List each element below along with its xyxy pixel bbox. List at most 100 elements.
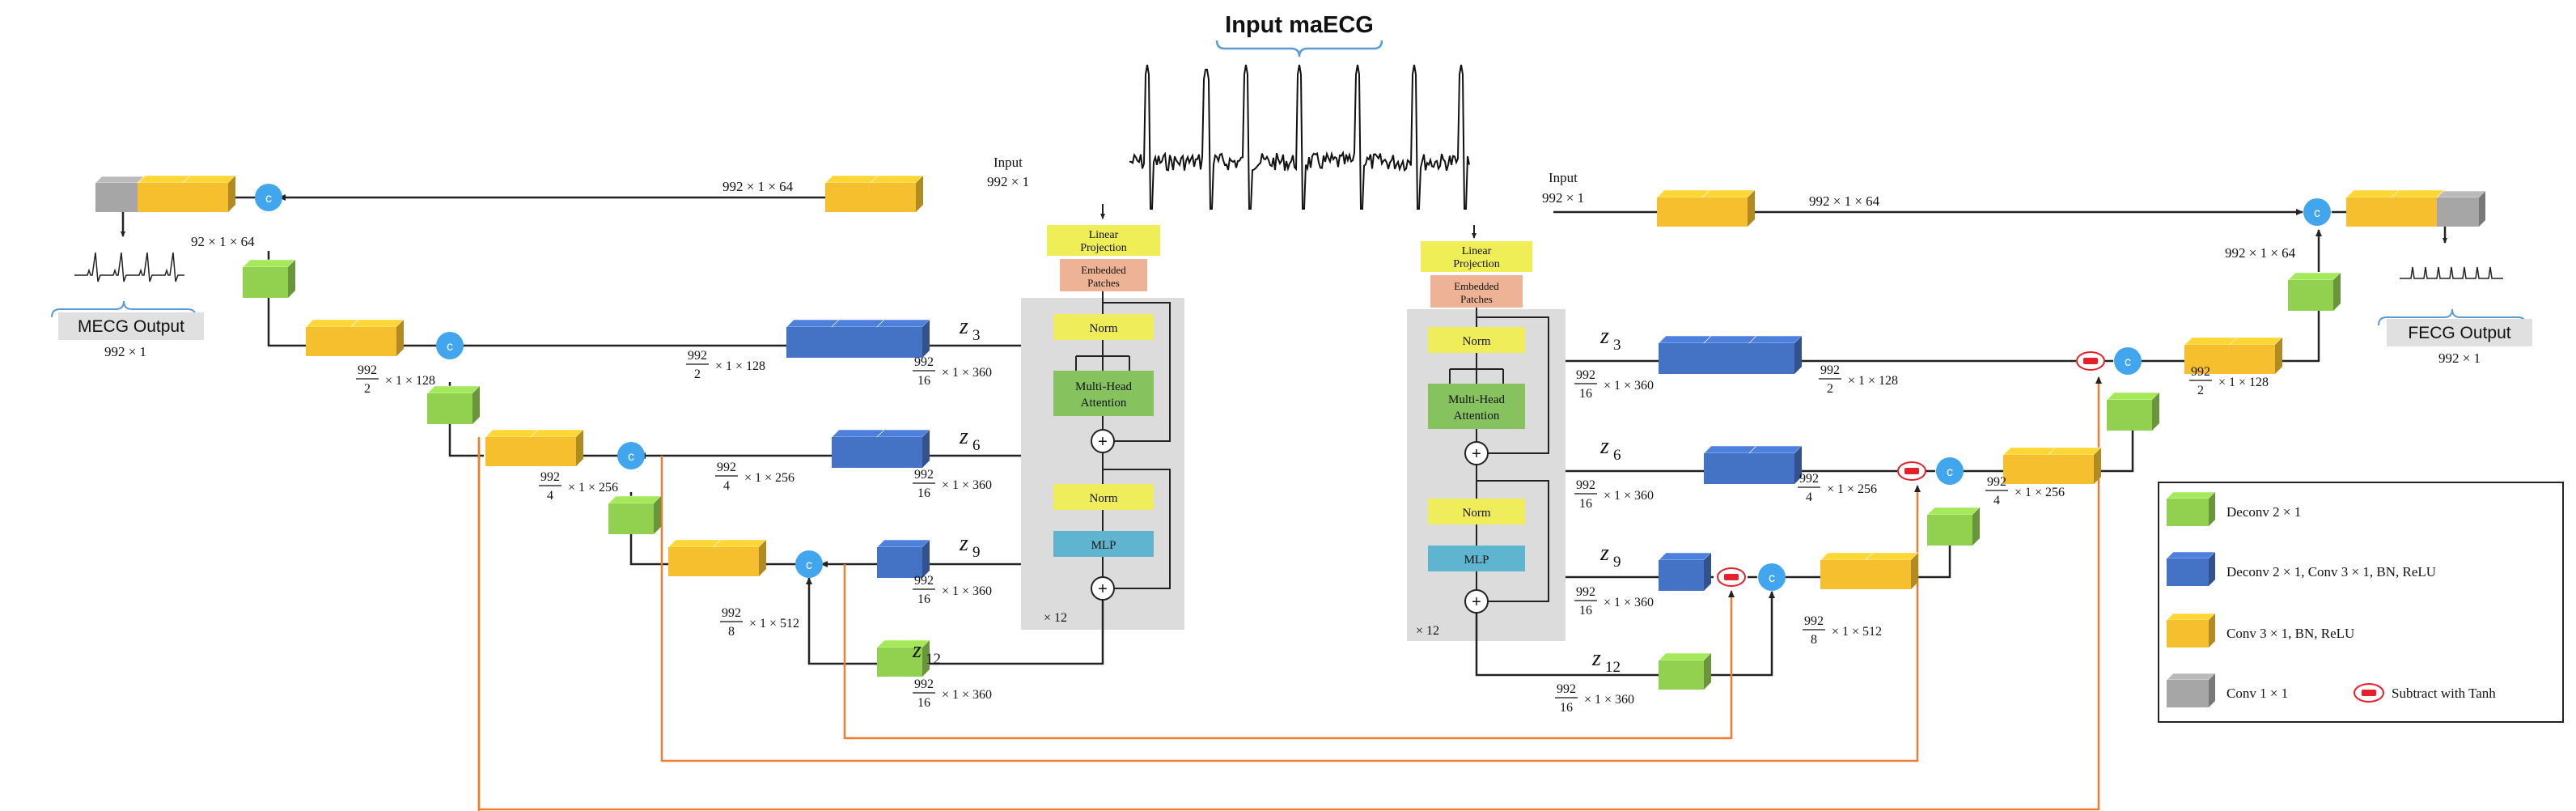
right-frac-z9: 992 16 × 1 × 360: [1574, 585, 1654, 618]
right-conv-l3a: [1820, 552, 1874, 589]
left-z3-c-front: [877, 327, 922, 358]
norm-1: [1428, 327, 1525, 353]
left-frac-256b-den: 4: [547, 489, 553, 503]
right-deconv-2-side: [2152, 393, 2159, 431]
right-in-conv-a-front: [1657, 197, 1702, 227]
attention-label-2: Attention: [1081, 397, 1127, 410]
mlp-label: MLP: [1464, 554, 1489, 567]
right-frac-512-den: 8: [1811, 633, 1817, 647]
left-conv-l3a-top: [667, 539, 722, 548]
left-frac-256-den: 4: [723, 479, 730, 493]
left-in-conv-b-top: [870, 175, 924, 184]
left-conv-l2a-top: [485, 429, 539, 438]
right-conv-l1b: [2229, 337, 2283, 374]
right-frac-256-suffix: × 1 × 256: [1827, 482, 1877, 496]
legend-deconv-conv: Deconv 2 × 1, Conv 3 × 1, BN, ReLU: [2166, 551, 2436, 586]
right-conv-l3b-side: [1911, 553, 1918, 589]
legend-cube-blue-side: [2209, 552, 2215, 586]
left-deconv-1-top: [242, 259, 296, 268]
z12-line: [1475, 591, 1775, 677]
skip-1-route: [477, 376, 2102, 811]
right-z6-a: [1703, 445, 1757, 484]
legend-cube-green-top: [2166, 491, 2216, 499]
right-conv-l3a-front: [1820, 560, 1866, 589]
right-frac-256b-den: 4: [1993, 494, 2000, 507]
right-deconv-3-side: [1972, 507, 1980, 546]
right-frac-z12-suffix: × 1 × 360: [1584, 693, 1634, 707]
right-top-dims: 992 × 1 × 64: [1809, 193, 1880, 209]
left-deconv-1-front: [243, 267, 288, 298]
left-frac-128b-den: 2: [364, 382, 371, 396]
left-z3-b-front: [832, 327, 877, 358]
left-frac-z9-den: 16: [917, 592, 930, 606]
subtract-2: [1897, 461, 1926, 481]
right-z6-b-top: [1748, 445, 1803, 454]
concat-right-4-label: c: [1769, 571, 1775, 585]
right-z12-z: z: [1591, 646, 1601, 671]
legend-subtract: Subtract with Tanh: [2354, 683, 2496, 703]
right-deconv-1-top: [2287, 272, 2341, 281]
concat-right-2: c: [2114, 347, 2142, 375]
left-frac-512: 992 8 × 1 × 512: [720, 606, 799, 639]
norm-2: [1053, 484, 1154, 510]
left-z6-z: z: [959, 424, 968, 449]
right-z3-c-top: [1748, 335, 1803, 344]
right-frac-z12-num: 992: [1557, 682, 1576, 696]
left-z9-a-top: [876, 539, 930, 548]
left-frac-128-num: 992: [688, 349, 707, 363]
left-frac-256b-suffix: × 1 × 256: [568, 481, 618, 495]
left-z3-b: [831, 319, 885, 358]
embedded-patches: [1060, 259, 1147, 291]
right-out-conv1: [2436, 190, 2486, 227]
right-z6-b-front: [1749, 453, 1794, 484]
ecg-waveform: [1129, 64, 1470, 210]
transformer-left: Linear Projection Embedded Patches Norm …: [1021, 204, 1184, 630]
title-group: Input maECG: [1215, 12, 1383, 57]
left-conv-l1a-top: [305, 319, 359, 328]
add-1-sign: +: [1472, 445, 1481, 463]
right-frac-z12: 992 16 × 1 × 360: [1555, 682, 1634, 715]
legend-cube-yellow-top: [2166, 613, 2216, 621]
left-conv-l1a: [305, 319, 359, 356]
right-frac-512: 992 8 × 1 × 512: [1803, 614, 1882, 647]
left-z3-sub: 3: [972, 327, 981, 344]
skip-2-route: [660, 456, 1921, 762]
left-conv-l3b: [713, 539, 767, 576]
concat-right-4: c: [1758, 563, 1786, 591]
left-conv-l3b-top: [713, 539, 767, 548]
left-frac-128b-suffix: × 1 × 128: [385, 374, 435, 388]
left-frac-z12-suffix: × 1 × 360: [942, 688, 992, 702]
left-frac-256-num: 992: [717, 461, 736, 474]
left-in-conv-b: [870, 175, 924, 212]
concat-left-3-label: c: [628, 450, 634, 464]
left-frac-256-suffix: × 1 × 256: [744, 471, 794, 485]
right-frac-z6: 992 16 × 1 × 360: [1574, 478, 1654, 511]
concat-right-1-label: c: [2314, 206, 2320, 220]
left-z9-sub: 9: [972, 544, 981, 561]
right-z6-b: [1748, 445, 1803, 484]
right-z6-a-front: [1704, 453, 1749, 484]
linear-projection-label-1: Linear: [1089, 229, 1119, 241]
concat-left-2-label: c: [447, 340, 453, 354]
left-frac-128: 992 2 × 1 × 128: [686, 349, 765, 381]
right-out-conv-a-front: [2346, 197, 2392, 227]
left-frac-z6-suffix: × 1 × 360: [942, 478, 992, 492]
z12-line: [806, 577, 1104, 665]
right-z3-a: [1658, 335, 1712, 374]
left-frac-128b: 992 2 × 1 × 128: [356, 363, 435, 396]
right-z3-b-front: [1704, 343, 1749, 374]
right-in-conv-a-top: [1656, 189, 1710, 198]
left-z6-b: [876, 429, 930, 468]
right-z6-b-side: [1794, 446, 1802, 484]
left-in-conv-b-side: [916, 176, 923, 212]
left-in-conv-a-top: [824, 175, 879, 184]
add-2-sign: +: [1098, 580, 1108, 598]
skip-connections: [477, 376, 2102, 811]
embedded-patches-label-1: Embedded: [1454, 280, 1499, 292]
input-signal: [1129, 64, 1470, 210]
right-z9-a-side: [1704, 553, 1711, 591]
right-out-dims: 992 × 1 × 64: [2225, 245, 2296, 261]
